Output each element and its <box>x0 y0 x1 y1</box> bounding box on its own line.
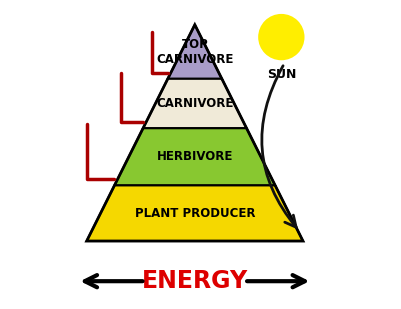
Polygon shape <box>114 128 274 185</box>
Polygon shape <box>143 79 246 128</box>
Polygon shape <box>167 25 221 79</box>
Text: CARNIVORE: CARNIVORE <box>156 97 233 110</box>
Text: TOP
CARNIVORE: TOP CARNIVORE <box>156 38 233 66</box>
Polygon shape <box>87 185 302 241</box>
Text: HERBIVORE: HERBIVORE <box>156 150 233 163</box>
Text: SUN: SUN <box>266 68 295 81</box>
Text: ENERGY: ENERGY <box>141 269 247 293</box>
Circle shape <box>257 14 304 60</box>
FancyArrowPatch shape <box>261 66 296 227</box>
Text: PLANT PRODUCER: PLANT PRODUCER <box>134 207 255 220</box>
